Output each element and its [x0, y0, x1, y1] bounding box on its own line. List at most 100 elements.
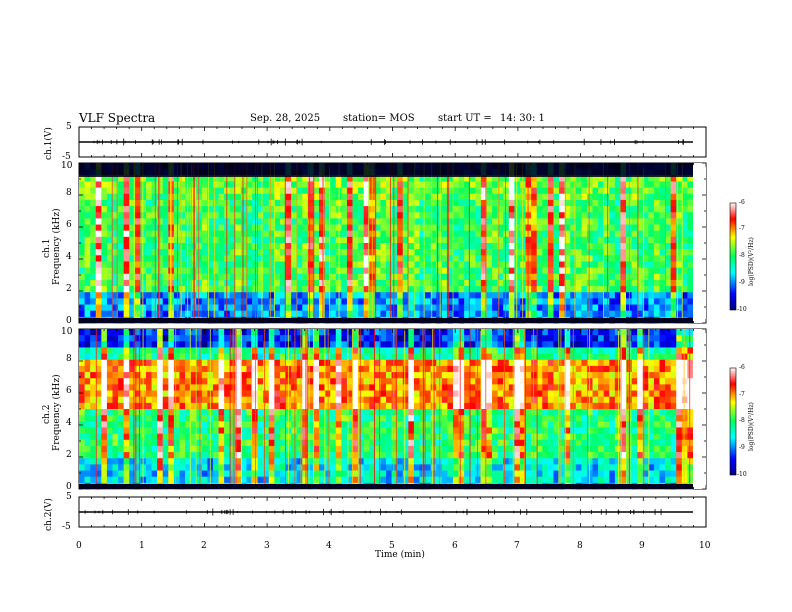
spectrogram-cell: [145, 378, 152, 385]
spectrogram-cell: [447, 353, 454, 361]
spectrogram-cell: [140, 230, 147, 238]
spectrogram-cell: [570, 181, 577, 188]
spectrogram-cell: [531, 181, 538, 188]
spectrogram-cell: [402, 175, 409, 182]
spectrogram-cell: [497, 402, 504, 410]
spectrogram-cell: [246, 310, 253, 318]
spectrogram-cell: [274, 298, 281, 305]
spectrogram-cell: [179, 273, 186, 281]
spectrogram-cell: [307, 347, 314, 354]
spectrogram-cell: [90, 298, 97, 305]
spectrogram-cell: [586, 261, 593, 268]
spectrogram-cell: [196, 335, 203, 342]
spectrogram-cell: [402, 372, 409, 379]
spectrogram-cell: [212, 359, 219, 367]
spectrogram-cell: [330, 427, 337, 434]
spectrogram-cell: [631, 279, 638, 287]
spectrogram-cell: [79, 378, 85, 385]
spectrogram-cell: [614, 175, 621, 182]
spectrogram-cell: [274, 415, 281, 422]
spectrogram-cell: [263, 359, 270, 367]
spectrogram-cell: [581, 365, 588, 373]
spectrogram-cell: [402, 249, 409, 256]
spectrogram-cell: [302, 341, 309, 348]
spectrogram-cell: [592, 218, 599, 225]
spectrogram-cell: [620, 273, 627, 281]
spectrogram-cell: [648, 433, 655, 441]
spectrogram-cell: [386, 175, 392, 182]
spectrogram-cell: [581, 181, 588, 188]
spectrogram-cell: [313, 415, 320, 422]
spectrogram-cell: [687, 421, 694, 428]
spectrogram-cell: [240, 199, 247, 207]
spectrogram-cell: [252, 187, 258, 195]
spectrogram-cell: [670, 243, 677, 250]
spectrogram-cell: [614, 230, 621, 238]
spectrogram-cell: [425, 243, 431, 250]
spectrogram-cell: [497, 267, 504, 275]
spectrogram-cell: [676, 273, 683, 281]
spectrogram-cell: [397, 193, 404, 201]
spectrogram-cell: [503, 236, 510, 244]
spectrogram-cell: [302, 427, 309, 434]
spectrogram-cell: [319, 390, 325, 397]
spectrogram-cell: [346, 304, 353, 311]
spectrogram-cell: [670, 206, 677, 213]
spectrogram-cell: [397, 409, 404, 416]
spectrogram-cell: [559, 347, 565, 354]
spectrogram-cell: [425, 286, 431, 293]
spectrogram-cell: [313, 181, 320, 188]
spectrogram-cell: [374, 249, 381, 256]
spectrogram-cell: [123, 230, 130, 238]
spectrogram-cell: [263, 304, 270, 311]
spectrogram-cell: [653, 304, 660, 311]
spectrogram-cell: [106, 212, 113, 219]
spectrogram-cell: [319, 347, 325, 354]
spectrogram-cell: [497, 365, 504, 373]
spectrogram-cell: [341, 298, 348, 305]
spectrogram-cell: [95, 298, 102, 305]
spectrogram-cell: [162, 279, 169, 287]
spectrogram-cell: [79, 230, 85, 238]
spectrogram-cell: [665, 286, 671, 293]
spectrogram-cell: [681, 236, 688, 244]
spectrogram-cell: [224, 347, 231, 354]
ch1-waveform-spikes: [78, 138, 684, 146]
spectrogram-cell: [570, 255, 577, 262]
spectrogram-cell: [95, 378, 102, 385]
spectrogram-cell: [358, 206, 364, 213]
spectrogram-cell: [419, 310, 426, 318]
spectrogram-cell: [631, 292, 638, 299]
spectrogram-cell: [631, 390, 638, 397]
spectrogram-cell: [291, 347, 297, 354]
spectrogram-cell: [246, 347, 253, 354]
spectrogram-cell: [179, 304, 186, 311]
spectrogram-cell: [346, 359, 353, 367]
spectrogram-cell: [609, 249, 616, 256]
spectrogram-cell: [330, 384, 337, 391]
spectrogram-cell: [84, 409, 91, 416]
spectrogram-cell: [380, 175, 387, 182]
spectrogram-cell: [425, 421, 431, 428]
spectrogram-cell: [196, 181, 203, 188]
spectrogram-cell: [592, 261, 599, 268]
spectrogram-cell: [508, 359, 515, 367]
spectrogram-cell: [386, 292, 392, 299]
spectrogram-cell: [598, 335, 604, 342]
spectrogram-cell: [179, 286, 186, 293]
spectrogram-cell: [581, 409, 588, 416]
spectrogram-cell: [480, 224, 487, 231]
spectrogram-cell: [341, 212, 348, 219]
spectrogram-cell: [676, 193, 683, 201]
spectrogram-cell: [425, 341, 431, 348]
spectrogram-cell: [603, 255, 610, 262]
spectrogram-cell: [564, 402, 571, 410]
spectrogram-cell: [218, 267, 225, 275]
spectrogram-cell: [162, 304, 169, 311]
spectrogram-cell: [179, 199, 186, 207]
spectrogram-cell: [425, 279, 431, 287]
spectrogram-cell: [84, 353, 91, 361]
spectrogram-cell: [386, 421, 392, 428]
spectrogram-cell: [84, 236, 91, 244]
spectrogram-cell: [112, 292, 119, 299]
